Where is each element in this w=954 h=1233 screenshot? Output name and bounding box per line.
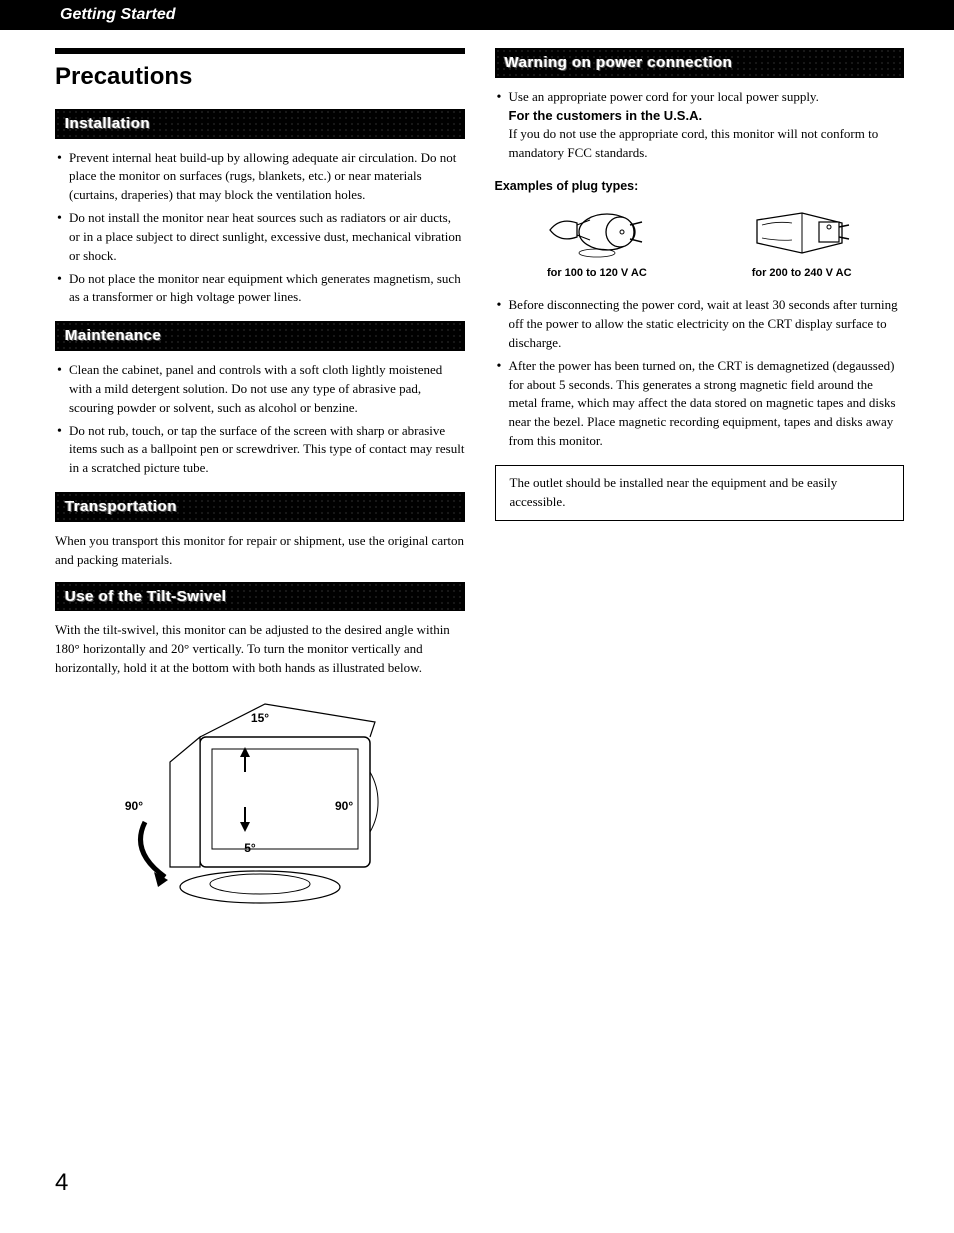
header-title: Getting Started <box>60 3 176 26</box>
plug-240v-label: for 200 to 240 V AC <box>747 266 857 282</box>
angle-left-label: 90° <box>125 799 143 813</box>
plug-item-240v: for 200 to 240 V AC <box>747 205 857 282</box>
page-title: Precautions <box>55 48 465 95</box>
page-number: 4 <box>55 1166 68 1201</box>
list-item: Before disconnecting the power cord, wai… <box>495 296 905 353</box>
tilt-swivel-figure: 15° 5° 90° 90° <box>55 692 465 918</box>
list-item: Do not rub, touch, or tap the surface of… <box>55 422 465 479</box>
list-item: After the power has been turned on, the … <box>495 357 905 451</box>
power-list-1: Use an appropriate power cord for your l… <box>495 88 905 163</box>
section-heading-power-warning: Warning on power connection <box>495 48 905 78</box>
list-item: Clean the cabinet, panel and controls wi… <box>55 361 465 418</box>
plug-item-120v: for 100 to 120 V AC <box>542 205 652 282</box>
angle-top-label: 15° <box>251 711 269 725</box>
transportation-text: When you transport this monitor for repa… <box>55 532 465 570</box>
power-list-2: Before disconnecting the power cord, wai… <box>495 296 905 451</box>
content-columns: Precautions Installation Prevent interna… <box>0 48 954 918</box>
angle-right-label: 90° <box>335 799 353 813</box>
list-item: Prevent internal heat build-up by allowi… <box>55 149 465 206</box>
monitor-illustration-icon: 15° 5° 90° 90° <box>110 692 410 912</box>
section-heading-maintenance: Maintenance <box>55 321 465 351</box>
plug-120v-label: for 100 to 120 V AC <box>542 266 652 282</box>
tilt-swivel-text: With the tilt-swivel, this monitor can b… <box>55 621 465 678</box>
installation-list: Prevent internal heat build-up by allowi… <box>55 149 465 308</box>
plug-240v-icon <box>747 205 857 260</box>
header-bar: Getting Started <box>0 0 954 30</box>
left-column: Precautions Installation Prevent interna… <box>55 48 465 918</box>
section-heading-tilt-swivel: Use of the Tilt-Swivel <box>55 582 465 612</box>
bullet-rest: If you do not use the appropriate cord, … <box>509 126 879 160</box>
right-column: Warning on power connection Use an appro… <box>495 48 905 918</box>
outlet-note-box: The outlet should be installed near the … <box>495 465 905 521</box>
outlet-note-text: The outlet should be installed near the … <box>510 475 838 509</box>
list-item: Do not place the monitor near equipment … <box>55 270 465 308</box>
section-heading-transportation: Transportation <box>55 492 465 522</box>
plug-row: for 100 to 120 V AC for 200 to 240 V AC <box>495 205 905 282</box>
angle-bottom-label: 5° <box>244 841 256 855</box>
section-heading-installation: Installation <box>55 109 465 139</box>
plug-120v-icon <box>542 205 652 260</box>
maintenance-list: Clean the cabinet, panel and controls wi… <box>55 361 465 478</box>
list-item: Do not install the monitor near heat sou… <box>55 209 465 266</box>
bullet-lead: Use an appropriate power cord for your l… <box>509 89 819 104</box>
list-item: Use an appropriate power cord for your l… <box>495 88 905 163</box>
bullet-bold: For the customers in the U.S.A. <box>509 108 703 123</box>
examples-label: Examples of plug types: <box>495 177 905 195</box>
